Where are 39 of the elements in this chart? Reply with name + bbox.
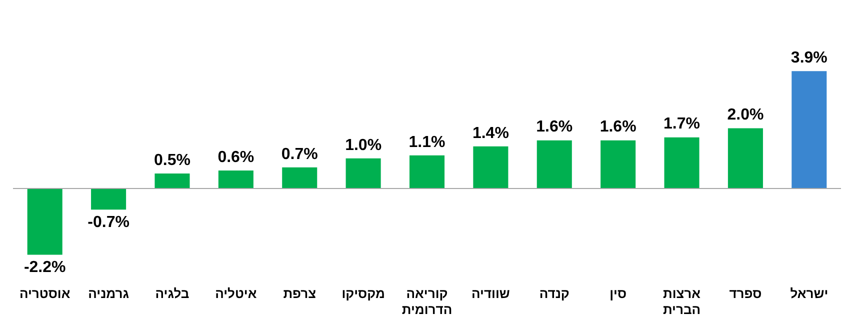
x-tick-label: צרפת: [283, 286, 316, 302]
data-label: 1.6%: [600, 118, 636, 136]
data-label: 1.1%: [408, 134, 446, 151]
bar: [154, 173, 190, 188]
data-label: 0.7%: [281, 146, 318, 163]
bar: [473, 146, 508, 188]
bar: [346, 158, 381, 188]
x-tick-label: ישראל: [790, 286, 828, 302]
bar: [218, 170, 254, 188]
x-tick-label: קוריאה הדרומית: [402, 286, 452, 317]
bar: [600, 140, 636, 188]
data-label: -0.7%: [88, 214, 130, 231]
bar: [664, 137, 700, 188]
bar: [282, 167, 318, 188]
x-tick-label: קנדה: [539, 286, 570, 302]
data-label: 1.0%: [345, 136, 382, 154]
x-tick-label: בלגיה: [155, 286, 190, 302]
bar: [792, 71, 827, 188]
x-tick-label: איטליה: [215, 286, 257, 302]
x-tick-label: ארצות הברית: [662, 286, 701, 317]
x-tick-label: שוודיה: [472, 286, 510, 302]
data-label: -2.2%: [24, 259, 66, 276]
x-tick-label: מקסיקו: [342, 286, 385, 302]
bar: [536, 140, 572, 188]
x-tick-label: אוסטריה: [19, 286, 70, 302]
bar: [409, 155, 445, 188]
bar: [91, 188, 126, 210]
data-label: 2.0%: [727, 106, 764, 124]
data-label: 3.9%: [790, 50, 828, 67]
x-tick-label: גרמניה: [88, 286, 129, 302]
bar: [728, 128, 763, 188]
data-label: 0.5%: [154, 152, 190, 169]
bar: [27, 188, 62, 255]
x-tick-label: סין: [610, 286, 627, 302]
data-label: 1.6%: [536, 118, 573, 136]
x-tick-label: ספרד: [729, 286, 762, 302]
data-label: 0.6%: [218, 148, 254, 166]
data-label: 1.4%: [472, 124, 509, 142]
data-label: 1.7%: [664, 116, 700, 133]
